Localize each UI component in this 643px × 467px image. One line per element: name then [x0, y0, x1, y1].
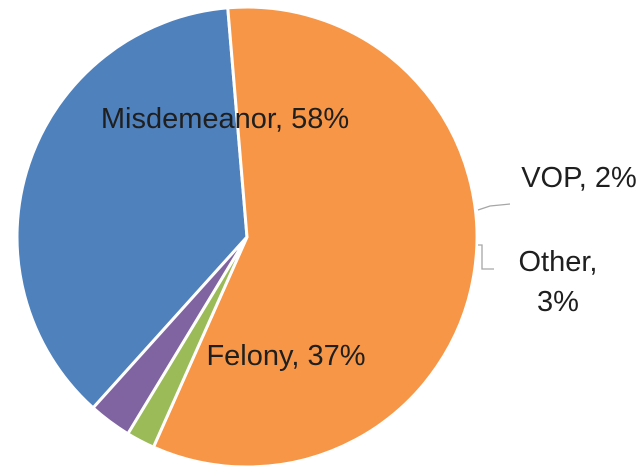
- data-labels: Misdemeanor, 58% Felony, 37% VOP, 2% Oth…: [101, 103, 637, 372]
- pie-slice-misdemeanor: [151, 5, 479, 467]
- leader-line-other: [478, 244, 494, 270]
- pie-slice-other: [91, 235, 249, 436]
- data-label-felony: Felony, 37%: [206, 340, 365, 372]
- data-label-other-line1: Other,: [519, 246, 598, 278]
- leader-lines: [477, 203, 511, 270]
- leader-line-vop: [477, 203, 511, 211]
- data-label-misdemeanor: Misdemeanor, 58%: [101, 103, 349, 135]
- data-label-vop: VOP, 2%: [521, 162, 637, 194]
- pie-slice-felony: [15, 6, 249, 410]
- pie-slices: [15, 5, 479, 467]
- data-label-other-line2: 3%: [537, 286, 579, 318]
